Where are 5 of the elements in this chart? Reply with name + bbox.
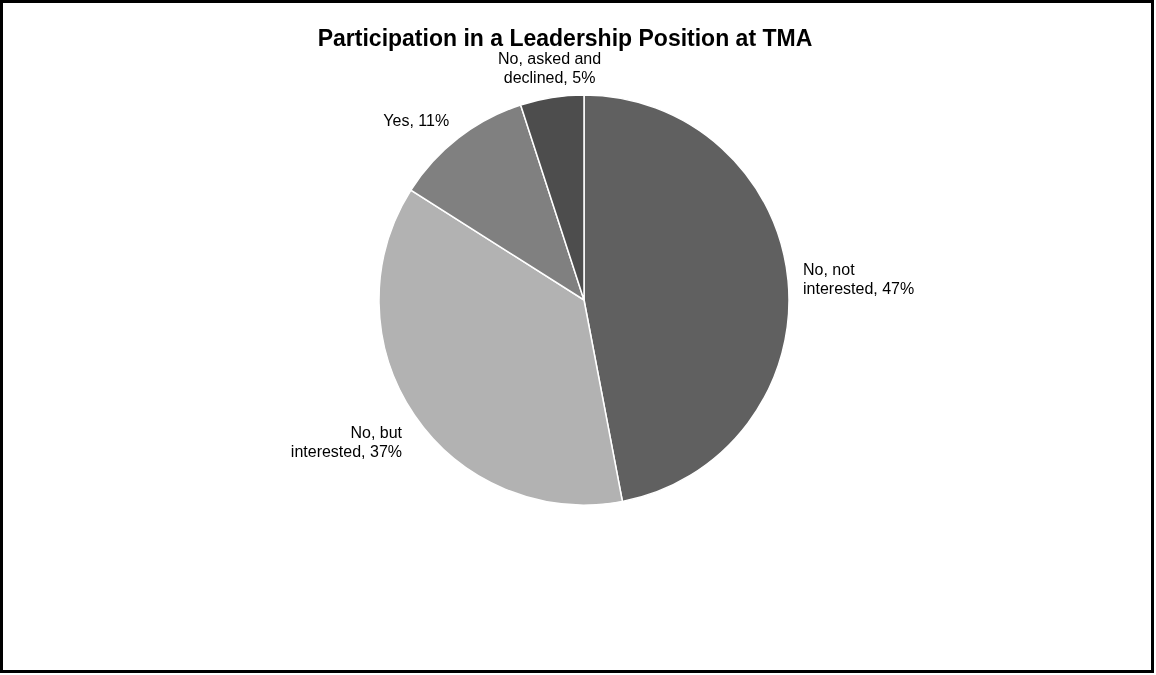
slice-label: No, asked and declined, 5% [497, 49, 602, 87]
slice-label: No, not interested, 47% [803, 259, 916, 298]
slice-label: No, but interested, 37% [289, 422, 403, 461]
chart-title: Participation in a Leadership Position at TMA [317, 25, 813, 51]
slice-label: Yes, 11% [382, 111, 450, 131]
